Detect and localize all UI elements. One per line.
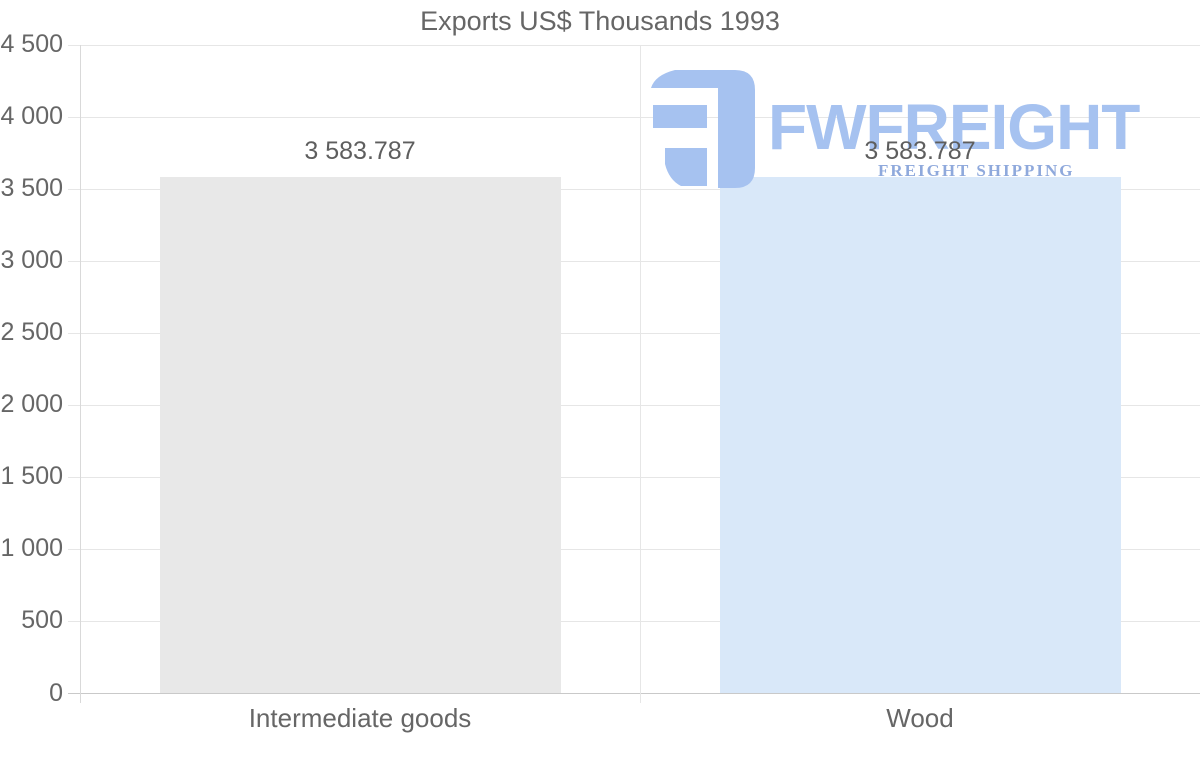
watermark-tagline-text: FREIGHT SHIPPING — [878, 161, 1075, 180]
y-gridline — [68, 693, 1200, 694]
bar-value-label: 3 583.787 — [304, 137, 416, 166]
bar-intermediate-goods[interactable] — [159, 177, 561, 694]
x-category-divider-gridline — [640, 45, 641, 703]
y-axis-tick-label: 2 500 — [0, 318, 63, 347]
y-gridline — [68, 116, 1200, 118]
x-category-label: Wood — [886, 703, 954, 733]
y-axis-tick-label: 3 500 — [0, 174, 63, 203]
y-gridline — [68, 548, 1200, 550]
y-gridline — [68, 476, 1200, 478]
bar-value-label: 3 583.787 — [864, 137, 976, 166]
y-axis-tick-label: 1 500 — [0, 462, 63, 491]
watermark: FWFREIGHT FREIGHT SHIPPING — [645, 68, 1140, 195]
y-axis-tick-label: 500 — [21, 606, 63, 635]
y-axis-tick-label: 2 000 — [0, 390, 63, 419]
watermark-brand-text: FWFREIGHT — [768, 91, 1140, 163]
y-gridline — [68, 44, 1200, 46]
y-axis-tick-label: 4 500 — [0, 30, 63, 58]
y-gridline — [68, 332, 1200, 334]
fwfreight-logo-icon — [651, 70, 755, 188]
y-axis-tick-label: 1 000 — [0, 534, 63, 563]
chart-title: Exports US$ Thousands 1993 — [420, 6, 780, 36]
y-gridline — [68, 620, 1200, 622]
y-axis-tick-label: 4 000 — [0, 102, 63, 131]
bar-wood[interactable] — [719, 177, 1121, 694]
x-category-label: Intermediate goods — [248, 703, 472, 733]
y-gridline — [68, 404, 1200, 406]
y-axis-tick-label: 3 000 — [0, 246, 63, 275]
y-gridline — [68, 188, 1200, 190]
y-axis-line — [80, 45, 81, 703]
y-axis-tick-label: 0 — [49, 678, 63, 707]
y-gridline — [68, 260, 1200, 262]
